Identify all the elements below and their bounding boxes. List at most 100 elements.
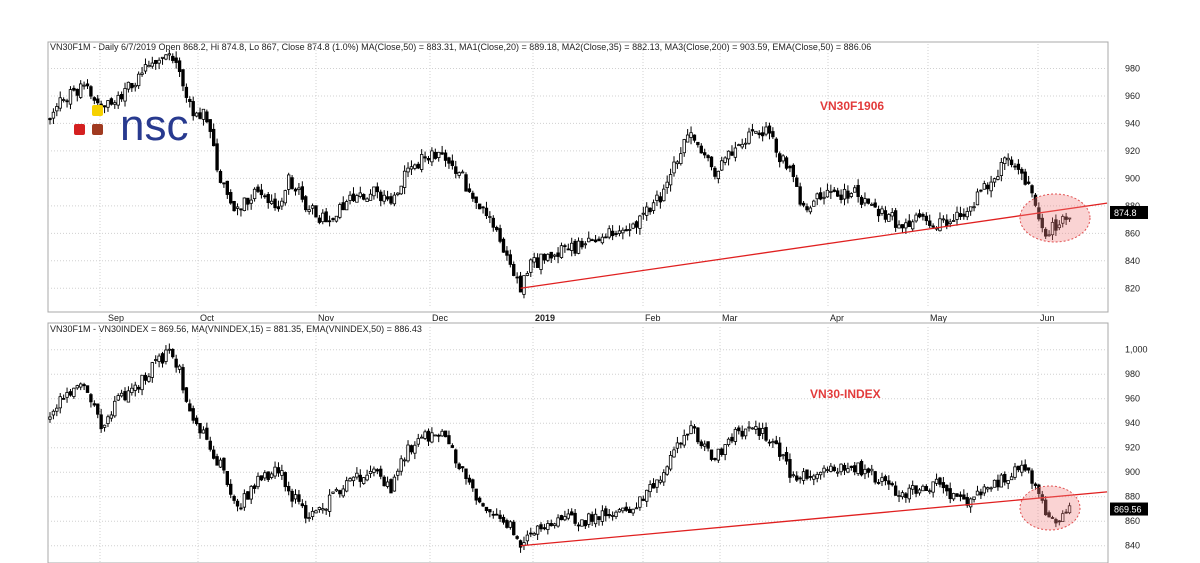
candle-body	[726, 150, 731, 160]
candle-body	[928, 490, 932, 493]
candle-body	[477, 497, 482, 503]
candle-body	[829, 191, 833, 193]
candle-body	[798, 477, 802, 480]
candle-body	[539, 524, 543, 530]
candle-body	[61, 397, 66, 400]
candle-body	[102, 424, 107, 428]
candle-body	[764, 126, 768, 135]
month-label: Apr	[830, 313, 844, 323]
candle-body	[784, 157, 789, 169]
y-tick-label: 980	[1125, 369, 1140, 379]
candle-body	[491, 513, 495, 516]
candle-body	[887, 480, 891, 485]
candle-body	[648, 207, 652, 213]
candle-body	[396, 470, 400, 476]
candle-body	[798, 186, 802, 205]
candle-body	[150, 362, 154, 378]
candle-body	[699, 441, 703, 447]
candle-body	[51, 111, 56, 119]
candle-body	[126, 390, 131, 403]
candle-body	[501, 238, 506, 253]
candle-body	[242, 197, 247, 211]
candle-body	[754, 426, 758, 430]
candle-body	[1003, 473, 1007, 483]
candle-body	[177, 60, 182, 73]
candle-body	[181, 69, 185, 87]
candle-body	[685, 433, 690, 436]
candle-body	[655, 479, 659, 488]
candle-body	[314, 510, 318, 514]
candle-body	[747, 426, 751, 429]
candle-body	[222, 182, 226, 185]
candle-body	[235, 206, 240, 209]
candle-body	[999, 474, 1004, 488]
candle-body	[48, 118, 52, 121]
futures-panel-frame	[47, 41, 1109, 313]
candle-body	[290, 177, 294, 189]
candle-body	[539, 253, 543, 270]
candle-body	[951, 220, 956, 222]
candle-body	[508, 521, 513, 528]
candle-body	[133, 84, 137, 88]
candle-body	[362, 194, 366, 200]
candle-body	[116, 395, 120, 401]
candle-body	[147, 376, 151, 382]
candle-body	[130, 82, 134, 89]
futures-panel-header: VN30F1M - Daily 6/7/2019 Open 868.2, Hi …	[50, 42, 871, 52]
candle-body	[464, 174, 468, 192]
candle-body	[300, 503, 305, 507]
candle-body	[416, 438, 420, 445]
candle-body	[75, 385, 79, 389]
y-tick-label: 960	[1125, 91, 1140, 101]
month-label: Oct	[200, 313, 215, 323]
candle-body	[89, 86, 93, 97]
candle-body	[617, 230, 622, 234]
candle-body	[812, 200, 816, 207]
candle-body	[808, 207, 813, 213]
candle-body	[815, 473, 819, 479]
candle-body	[617, 509, 622, 513]
candle-body	[239, 208, 243, 211]
candle-body	[549, 522, 553, 527]
candle-body	[402, 170, 407, 188]
candle-body	[982, 486, 986, 494]
candle-body	[518, 275, 523, 293]
candle-body	[740, 143, 744, 148]
candle-body	[597, 238, 601, 242]
candle-body	[379, 468, 383, 477]
candle-body	[580, 519, 584, 527]
candle-body	[955, 211, 959, 220]
candle-body	[287, 485, 291, 492]
candle-body	[876, 208, 881, 217]
candle-body	[1061, 513, 1065, 522]
candle-body	[668, 455, 673, 470]
candle-body	[505, 250, 509, 256]
candle-body	[801, 202, 806, 206]
candle-body	[941, 218, 946, 221]
candle-body	[842, 464, 847, 471]
candle-body	[113, 102, 117, 105]
candle-body	[304, 505, 308, 519]
candle-body	[399, 185, 403, 195]
candle-body	[870, 203, 874, 206]
candle-body	[1054, 519, 1058, 524]
index-panel-header: VN30F1M - VN30INDEX = 869.56, MA(VNINDEX…	[50, 324, 422, 334]
candle-body	[842, 188, 847, 200]
candle-body	[246, 491, 250, 500]
y-tick-label: 880	[1125, 492, 1140, 502]
candle-body	[709, 156, 714, 168]
candle-body	[164, 54, 168, 60]
last-value-label: 874.8	[1114, 208, 1137, 218]
last-value-box	[1110, 502, 1148, 516]
candle-body	[293, 494, 298, 500]
candle-body	[348, 478, 352, 482]
candle-body	[1050, 517, 1055, 519]
candle-body	[529, 532, 533, 535]
candle-body	[859, 460, 864, 476]
candle-body	[743, 428, 748, 437]
month-label: Nov	[318, 313, 335, 323]
candle-body	[795, 177, 799, 187]
candle-body	[1067, 217, 1072, 220]
candle-body	[232, 495, 236, 501]
candle-body	[805, 206, 809, 211]
